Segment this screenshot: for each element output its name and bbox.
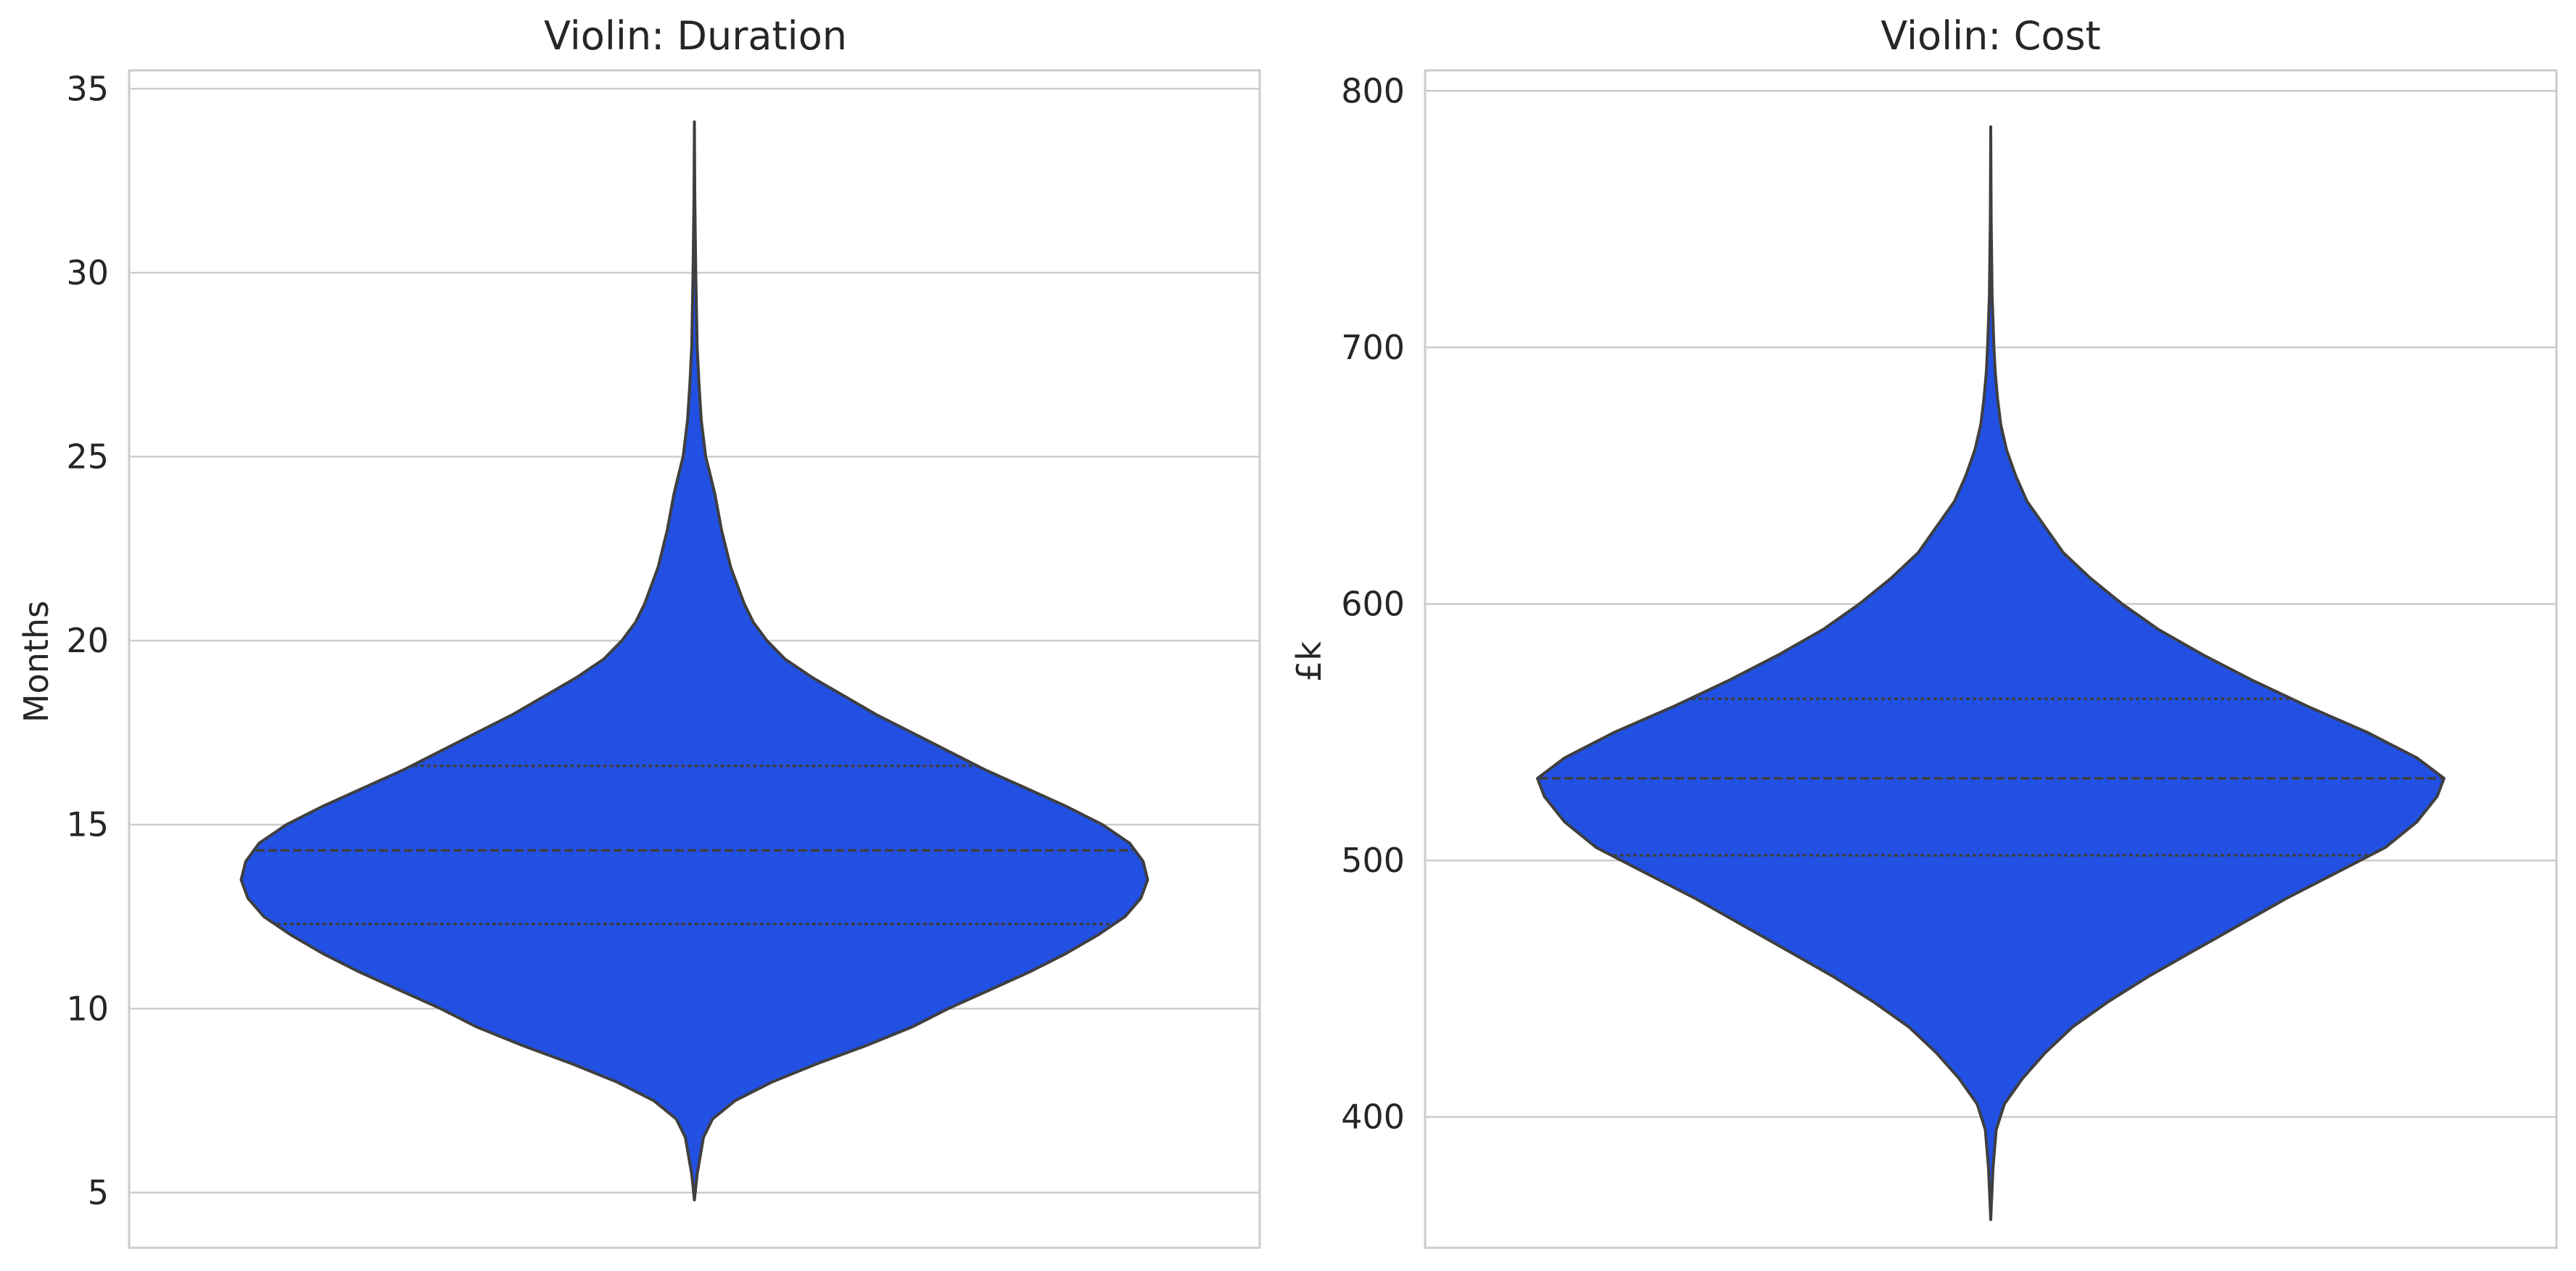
cost-y-tick-label: 400: [1341, 1098, 1405, 1137]
duration-chart-title: Violin: Duration: [544, 13, 847, 59]
duration-y-tick-label: 20: [66, 621, 109, 660]
cost-plot-frame: [1424, 69, 2558, 1249]
cost-violin-panel: Violin: Cost £k 400 500 600 700 800: [1289, 13, 2558, 1249]
duration-violin-panel: Violin: Duration Months 5 10 15 20 25 30 35: [17, 13, 1261, 1249]
cost-y-tick-label: 800: [1341, 71, 1405, 110]
duration-y-tick-labels: 5 10 15 20 25 30 35: [66, 69, 109, 1212]
duration-y-tick-label: 10: [66, 989, 109, 1028]
duration-y-tick-label: 25: [66, 437, 109, 477]
duration-plot-frame: [128, 69, 1261, 1249]
duration-y-tick-label: 35: [66, 69, 109, 108]
cost-violin-body: [1536, 125, 2445, 1222]
duration-y-axis-label: Months: [17, 601, 56, 723]
cost-y-axis-label: £k: [1289, 641, 1329, 682]
duration-violin-body: [239, 120, 1149, 1202]
duration-y-tick-label: 15: [66, 805, 109, 844]
cost-chart-title: Violin: Cost: [1881, 13, 2100, 59]
duration-y-tick-label: 5: [88, 1173, 109, 1212]
cost-y-tick-label: 500: [1341, 841, 1405, 880]
cost-y-tick-labels: 400 500 600 700 800: [1341, 71, 1405, 1136]
cost-y-tick-label: 700: [1341, 328, 1405, 367]
cost-y-tick-label: 600: [1341, 584, 1405, 623]
duration-y-tick-label: 30: [66, 253, 109, 292]
